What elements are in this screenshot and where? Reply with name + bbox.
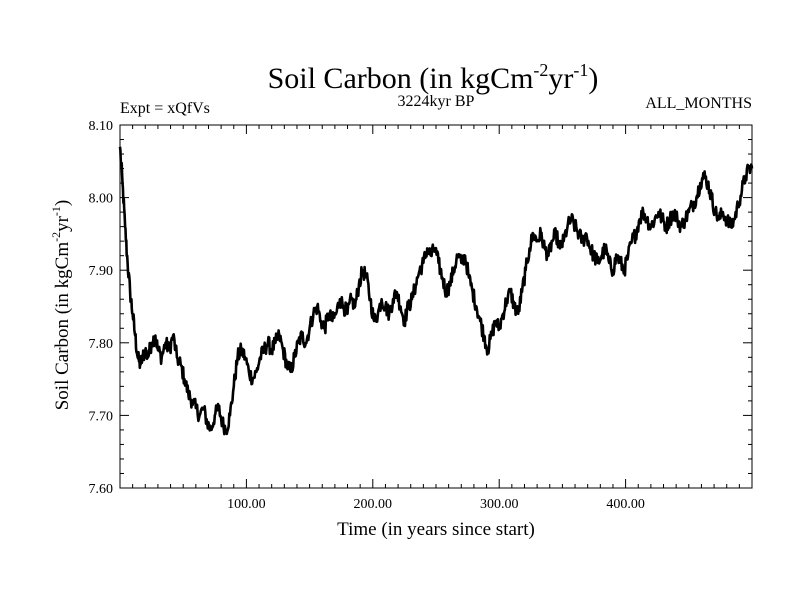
y-axis-title-mid: yr [52,215,73,232]
period-label: 3224kyr BP [398,93,475,110]
chart-title-end: ) [588,62,598,95]
y-axis-title-sup1: -2 [49,232,63,242]
y-axis-title: Soil Carbon (in kgCm-2yr-1) [49,200,73,411]
y-tick-label: 8.00 [89,192,114,207]
y-tick-label: 7.60 [89,482,114,497]
x-tick-label: 400.00 [606,497,645,512]
months-label: ALL_MONTHS [645,95,752,112]
series-layer [118,146,754,436]
y-axis-title-sup2: -1 [49,206,63,216]
x-tick-label: 300.00 [480,497,519,512]
series-line-soil-carbon [118,146,754,436]
axis-tick-labels: 100.00 200.00 300.00 400.00 7.60 7.70 7.80 7.90… [89,119,645,512]
y-axis-title-main: Soil Carbon (in kgCm [52,242,73,411]
chart-title-main: Soil Carbon (in kgCm [268,62,534,95]
y-tick-label: 8.10 [89,119,114,134]
x-tick-label: 200.00 [354,497,393,512]
y-tick-label: 7.80 [89,337,114,352]
plot-frame [119,124,753,489]
x-axis-title: Time (in years since start) [337,519,535,540]
chart-title: Soil Carbon (in kgCm-2yr-1) [268,60,599,95]
chart-title-mid: yr [548,62,573,95]
axis-ticks [120,124,752,489]
y-tick-label: 7.70 [89,409,114,424]
y-axis-title-end: ) [52,200,73,206]
chart-title-sup2: -1 [573,60,588,80]
chart-title-sup1: -2 [533,60,548,80]
y-tick-label: 7.90 [89,264,114,279]
x-tick-label: 100.00 [227,497,266,512]
experiment-label: Expt = xQfVs [120,100,210,117]
